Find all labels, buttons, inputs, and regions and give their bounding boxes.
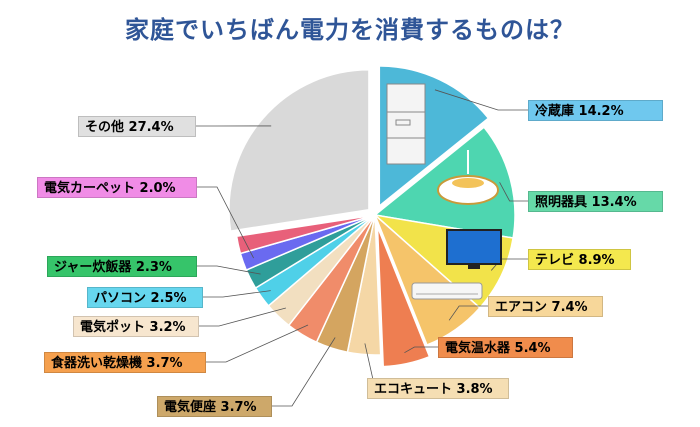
slice-label: エコキュート 3.8%: [367, 378, 509, 399]
leader-line: [206, 324, 309, 363]
leader-line: [404, 346, 438, 354]
television-icon: [446, 229, 502, 265]
leader-line: [197, 186, 254, 259]
pie-slice: [228, 69, 370, 232]
television-icon-stand: [468, 265, 480, 269]
slice-label: 電気ポット 3.2%: [73, 316, 199, 337]
refrigerator-icon: [386, 83, 426, 165]
air-conditioner-icon: [411, 282, 483, 300]
slice-label: 冷蔵庫 14.2%: [528, 100, 663, 121]
pie-slice: [376, 226, 431, 368]
pie-slice: [374, 214, 481, 346]
leader-line: [197, 265, 261, 275]
slice-label: 食器洗い乾燥機 3.7%: [44, 352, 206, 373]
pie-slice: [235, 214, 376, 255]
leader-line: [434, 89, 528, 111]
slice-label: その他 27.4%: [78, 116, 196, 137]
leader-line: [448, 305, 488, 321]
leader-line: [199, 307, 286, 327]
slice-label: 電気便座 3.7%: [157, 396, 272, 417]
slice-label: 電気カーペット 2.0%: [37, 177, 197, 198]
lamp-icon-shade: [452, 178, 484, 188]
slice-label: エアコン 7.4%: [488, 296, 603, 317]
leader-line: [272, 337, 336, 407]
chart-title: 家庭でいちばん電力を消費するものは？: [125, 16, 575, 44]
leader-line: [203, 290, 271, 298]
slice-label: 照明器具 13.4%: [528, 191, 663, 212]
leader-line: [499, 182, 528, 202]
slice-label: 電気温水器 5.4%: [438, 337, 573, 358]
refrigerator-icon-handle: [395, 119, 411, 126]
slice-label: パソコン 2.5%: [87, 287, 203, 308]
slice-label: ジャー炊飯器 2.3%: [47, 256, 197, 277]
slice-label: テレビ 8.9%: [528, 249, 631, 270]
